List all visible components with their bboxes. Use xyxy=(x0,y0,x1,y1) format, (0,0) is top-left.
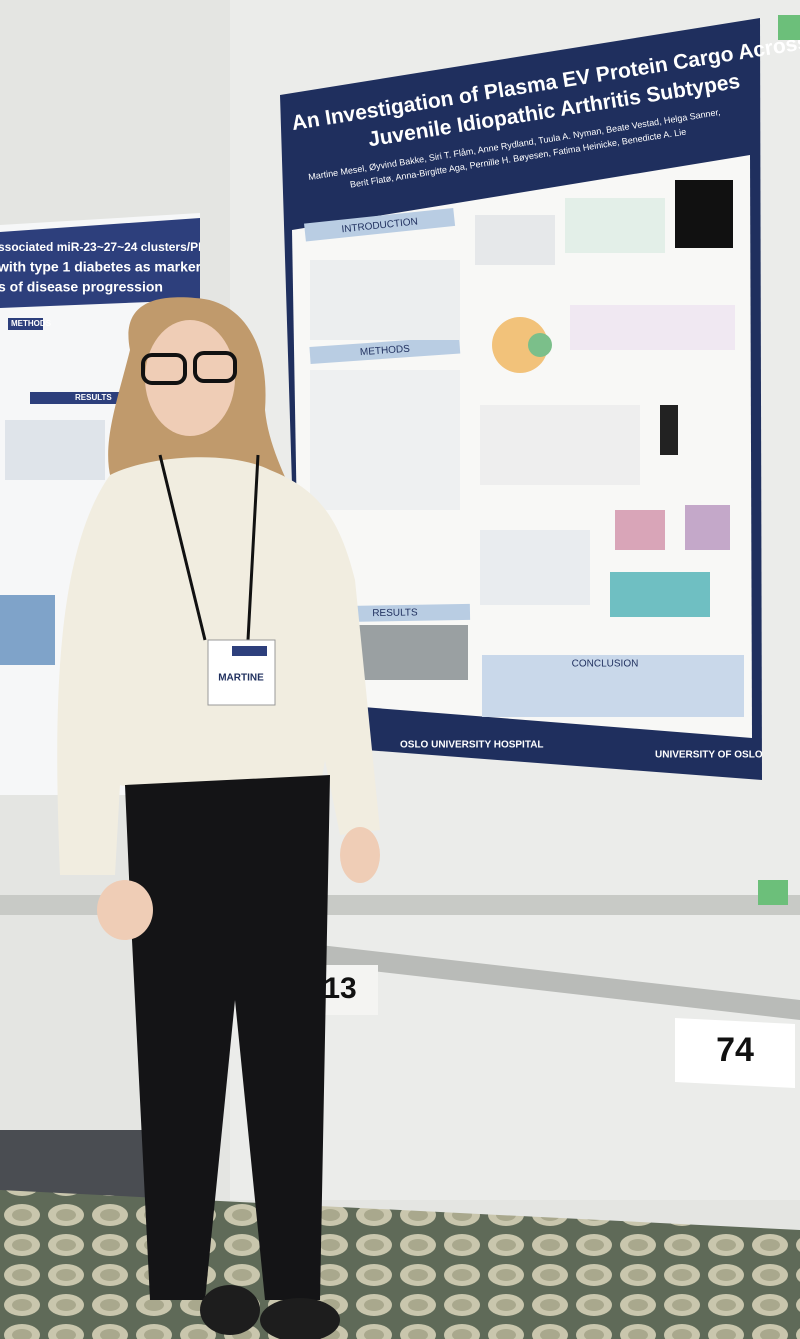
number-card xyxy=(675,1018,795,1088)
figure xyxy=(480,530,590,605)
hand xyxy=(340,827,380,883)
left-poster-title: ssociated miR-23~27~24 clusters/PD-L1 xyxy=(0,240,225,254)
pants xyxy=(125,775,330,1300)
figure xyxy=(675,180,733,248)
left-poster-header xyxy=(0,218,200,308)
left-poster-title: with type 1 diabetes as markers and xyxy=(0,259,238,275)
left-figure xyxy=(5,420,105,480)
figure xyxy=(685,505,730,550)
left-poster-title: s of disease progression xyxy=(0,279,163,295)
left-section-bar xyxy=(8,318,43,330)
venn xyxy=(492,317,548,373)
number-card xyxy=(318,965,378,1015)
section-bar xyxy=(309,336,461,364)
section-heading: RESULTS xyxy=(372,607,418,619)
shoe xyxy=(260,1298,340,1339)
section-heading: CONCLUSION xyxy=(572,659,639,670)
lanyard xyxy=(158,454,260,641)
methods-diagram xyxy=(310,370,460,510)
figure xyxy=(480,405,640,485)
logo-text: UNIVERSITY OF OSLO xyxy=(655,750,763,761)
section-heading: METHODS xyxy=(360,344,411,358)
section-bar xyxy=(304,207,456,242)
left-figure xyxy=(0,595,55,665)
glasses xyxy=(193,351,237,383)
figure xyxy=(660,405,678,455)
section-bar xyxy=(344,603,471,622)
figure xyxy=(350,625,468,680)
badge-header xyxy=(232,646,267,656)
board-rail xyxy=(320,945,800,1020)
figure xyxy=(565,198,665,253)
left-section: METHODS xyxy=(11,319,52,328)
badge-name: MARTINE xyxy=(218,673,264,684)
conclusion-box xyxy=(482,655,744,717)
text-block xyxy=(310,260,460,340)
person: MARTINE xyxy=(57,297,380,1339)
shoe xyxy=(200,1285,260,1335)
tape xyxy=(758,880,788,905)
figure xyxy=(570,305,735,350)
pipe xyxy=(0,1130,170,1200)
face xyxy=(145,320,235,436)
venn xyxy=(528,333,552,357)
hand xyxy=(97,880,153,940)
glasses xyxy=(141,353,187,385)
logo-text: OSLO UNIVERSITY HOSPITAL xyxy=(400,740,544,751)
figure xyxy=(615,510,665,550)
figure xyxy=(610,572,710,617)
board-number: 74 xyxy=(716,1031,754,1069)
left-section: RESULTS xyxy=(75,393,112,402)
board-number: 13 xyxy=(323,972,356,1005)
figure xyxy=(475,215,555,265)
tape xyxy=(778,15,800,40)
